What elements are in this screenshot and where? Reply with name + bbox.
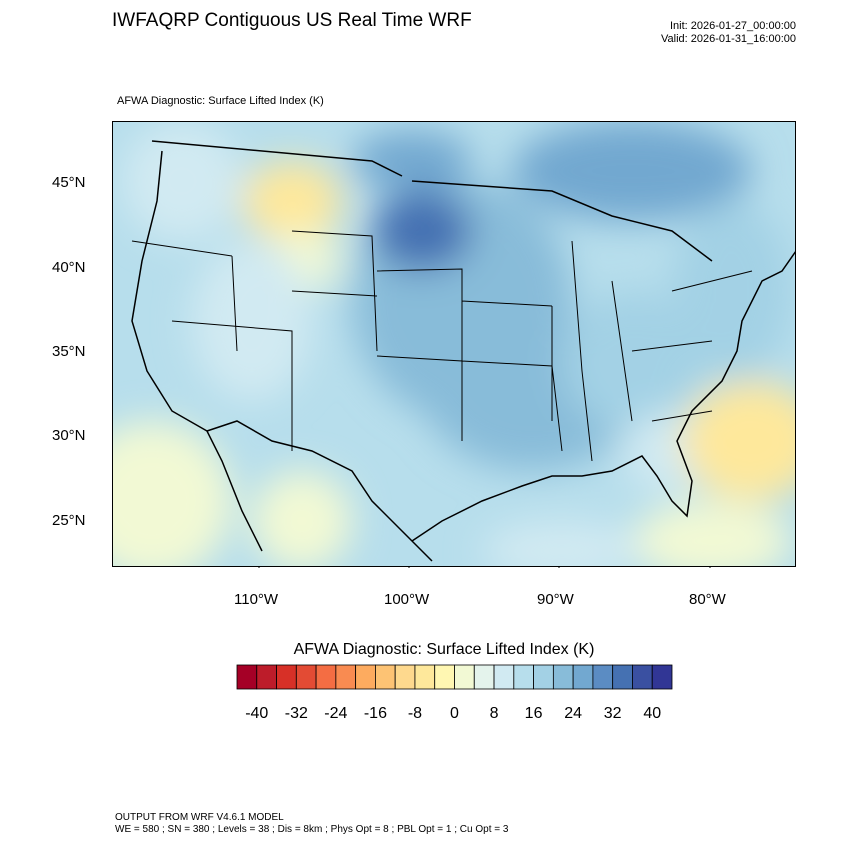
- colorbar-box: [651, 664, 673, 690]
- lon-tick-label: 110°W: [234, 591, 279, 608]
- colorbar-tick-label: 16: [524, 705, 543, 722]
- colorbar-tick-label: -8: [407, 705, 423, 722]
- colorbar-box: [434, 664, 455, 690]
- colorbar-tick-label: 32: [603, 705, 622, 722]
- colorbar-box: [592, 664, 614, 690]
- lon-tick-label: 100°W: [384, 591, 430, 608]
- colorbar-box: [335, 664, 357, 690]
- map-plot: [112, 121, 796, 568]
- colorbar-tick-label: -40: [245, 705, 269, 722]
- colorbar-box: [355, 664, 376, 690]
- colorbar-box: [315, 664, 337, 690]
- lon-tick-label: 90°W: [537, 591, 574, 608]
- init-time: Init: 2026-01-27_00:00:00: [670, 20, 796, 32]
- lat-tick-label: 35°N: [52, 343, 86, 360]
- colorbar-box: [375, 664, 396, 690]
- colorbar-box: [454, 664, 475, 690]
- colorbar-box: [612, 664, 633, 690]
- lat-tick-label: 40°N: [52, 259, 86, 276]
- colorbar-tick-label: -16: [363, 705, 387, 722]
- colorbar-tick-label: 8: [489, 705, 499, 722]
- colorbar-box: [632, 664, 653, 690]
- plot-title: IWFAQRP Contiguous US Real Time WRF: [112, 10, 472, 31]
- lat-tick-label: 30°N: [52, 427, 86, 444]
- colorbar-tick-label: 24: [564, 705, 583, 722]
- lon-tick-label: 80°W: [689, 591, 726, 608]
- colorbar: [236, 664, 673, 690]
- colorbar-box: [276, 664, 297, 690]
- colorbar-box: [295, 664, 317, 690]
- colorbar-tick-label: 0: [450, 705, 459, 722]
- footer-model: OUTPUT FROM WRF V4.6.1 MODEL: [115, 812, 284, 823]
- map-frame: [112, 121, 796, 567]
- coastline: [131, 140, 796, 562]
- colorbar-box: [493, 664, 515, 690]
- colorbar-box: [414, 664, 436, 690]
- colorbar-tick-label: -24: [324, 705, 348, 722]
- field-subtitle: AFWA Diagnostic: Surface Lifted Index (K…: [117, 95, 324, 107]
- colorbar-box: [473, 664, 495, 690]
- colorbar-box: [236, 664, 258, 690]
- footer-config: WE = 580 ; SN = 380 ; Levels = 38 ; Dis …: [115, 824, 509, 835]
- colorbar-box: [256, 664, 277, 690]
- colorbar-box: [552, 664, 574, 690]
- colorbar-box: [572, 664, 594, 690]
- colorbar-box: [394, 664, 416, 690]
- state-borders: [131, 230, 753, 462]
- lat-tick-label: 45°N: [52, 174, 86, 191]
- lifted-index-field: [112, 121, 796, 567]
- lat-tick-label: 25°N: [52, 512, 86, 529]
- valid-time: Valid: 2026-01-31_16:00:00: [661, 33, 796, 45]
- colorbar-tick-label: 40: [643, 705, 662, 722]
- colorbar-tick-label: -32: [284, 705, 308, 722]
- colorbar-box: [533, 664, 554, 690]
- colorbar-title: AFWA Diagnostic: Surface Lifted Index (K…: [293, 641, 595, 658]
- colorbar-box: [513, 664, 534, 690]
